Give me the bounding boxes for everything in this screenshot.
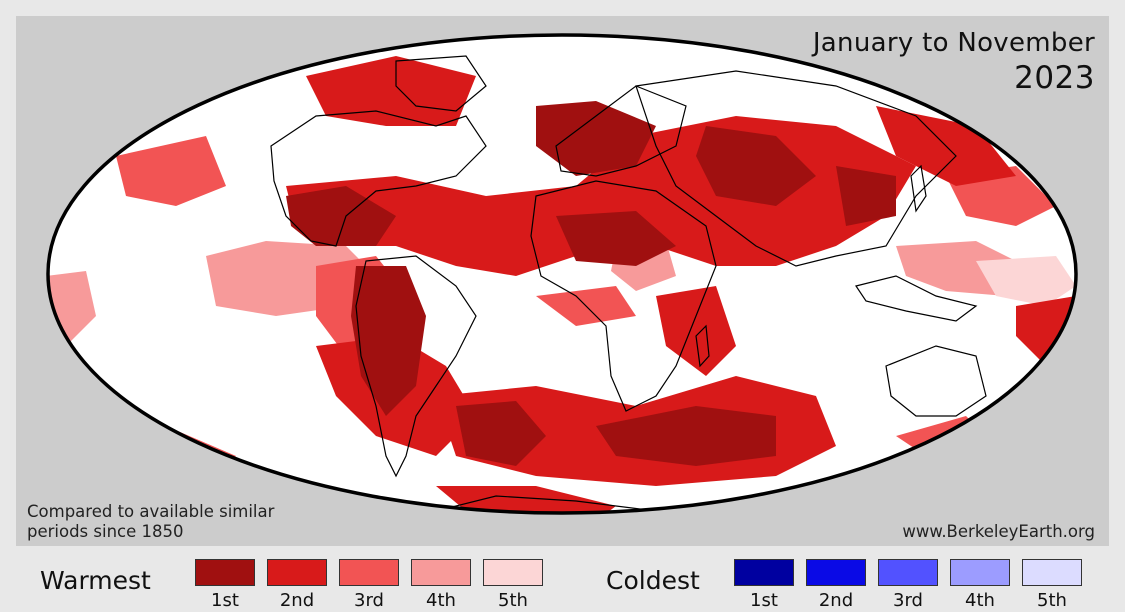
region-rank-1 — [351, 266, 426, 416]
label-warmest-3rd: 3rd — [354, 590, 384, 611]
world-map — [46, 33, 1078, 515]
legend-coldest: Coldest 1st 2nd 3rd 4th 5th — [560, 556, 1125, 612]
globe-border — [46, 33, 1078, 515]
region-rank-1 — [536, 101, 656, 176]
legend-coldest-title: Coldest — [606, 566, 700, 595]
map-year: 2023 — [1014, 60, 1095, 96]
region-rank-1 — [596, 406, 776, 466]
label-coldest-4th: 4th — [965, 590, 995, 611]
outline-australia — [885, 345, 987, 417]
region-rank-1 — [456, 401, 546, 466]
outline-japan — [910, 164, 927, 213]
swatch-warmest-5th — [483, 559, 543, 586]
swatch-coldest-3rd — [878, 559, 938, 586]
region-rank-1 — [836, 166, 896, 226]
label-warmest-4th: 4th — [426, 590, 456, 611]
source-credit: www.BerkeleyEarth.org — [902, 522, 1095, 541]
swatch-coldest-1st — [734, 559, 794, 586]
land-outlines — [270, 55, 987, 513]
label-coldest-2nd: 2nd — [818, 590, 854, 611]
swatch-warmest-2nd — [267, 559, 327, 586]
swatch-coldest-2nd — [806, 559, 866, 586]
swatch-warmest-3rd — [339, 559, 399, 586]
outline-north-america — [270, 110, 487, 247]
region-rank-1 — [286, 186, 396, 246]
region-rank-1 — [696, 126, 816, 206]
outline-africa — [530, 180, 717, 412]
outline-greenland — [395, 55, 487, 112]
legend-warmest-title: Warmest — [40, 566, 151, 595]
swatch-warmest-1st — [195, 559, 255, 586]
label-coldest-5th: 5th — [1037, 590, 1067, 611]
label-coldest-1st: 1st — [750, 590, 778, 611]
map-title: January to November — [812, 28, 1095, 58]
region-rank-3 — [116, 136, 226, 206]
comparison-note: Compared to available similar periods si… — [27, 502, 275, 541]
outline-indonesia — [855, 275, 978, 322]
label-coldest-3rd: 3rd — [893, 590, 923, 611]
swatch-coldest-4th — [950, 559, 1010, 586]
temperature-rank-overlay — [48, 55, 1076, 513]
map-panel: January to November 2023 Compared to ava… — [16, 16, 1109, 546]
region-rank-1 — [556, 211, 676, 266]
outline-europe — [555, 85, 687, 177]
outline-south-america — [355, 255, 477, 478]
outline-asia — [635, 70, 957, 267]
legend-warmest: Warmest 1st 2nd 3rd 4th 5th — [0, 556, 560, 612]
label-warmest-2nd: 2nd — [279, 590, 315, 611]
swatch-warmest-4th — [411, 559, 471, 586]
region-rank-2 — [656, 286, 736, 376]
label-warmest-1st: 1st — [211, 590, 239, 611]
outline-madagascar — [695, 324, 710, 368]
region-rank-5 — [976, 256, 1076, 306]
label-warmest-5th: 5th — [498, 590, 528, 611]
swatch-coldest-5th — [1022, 559, 1082, 586]
